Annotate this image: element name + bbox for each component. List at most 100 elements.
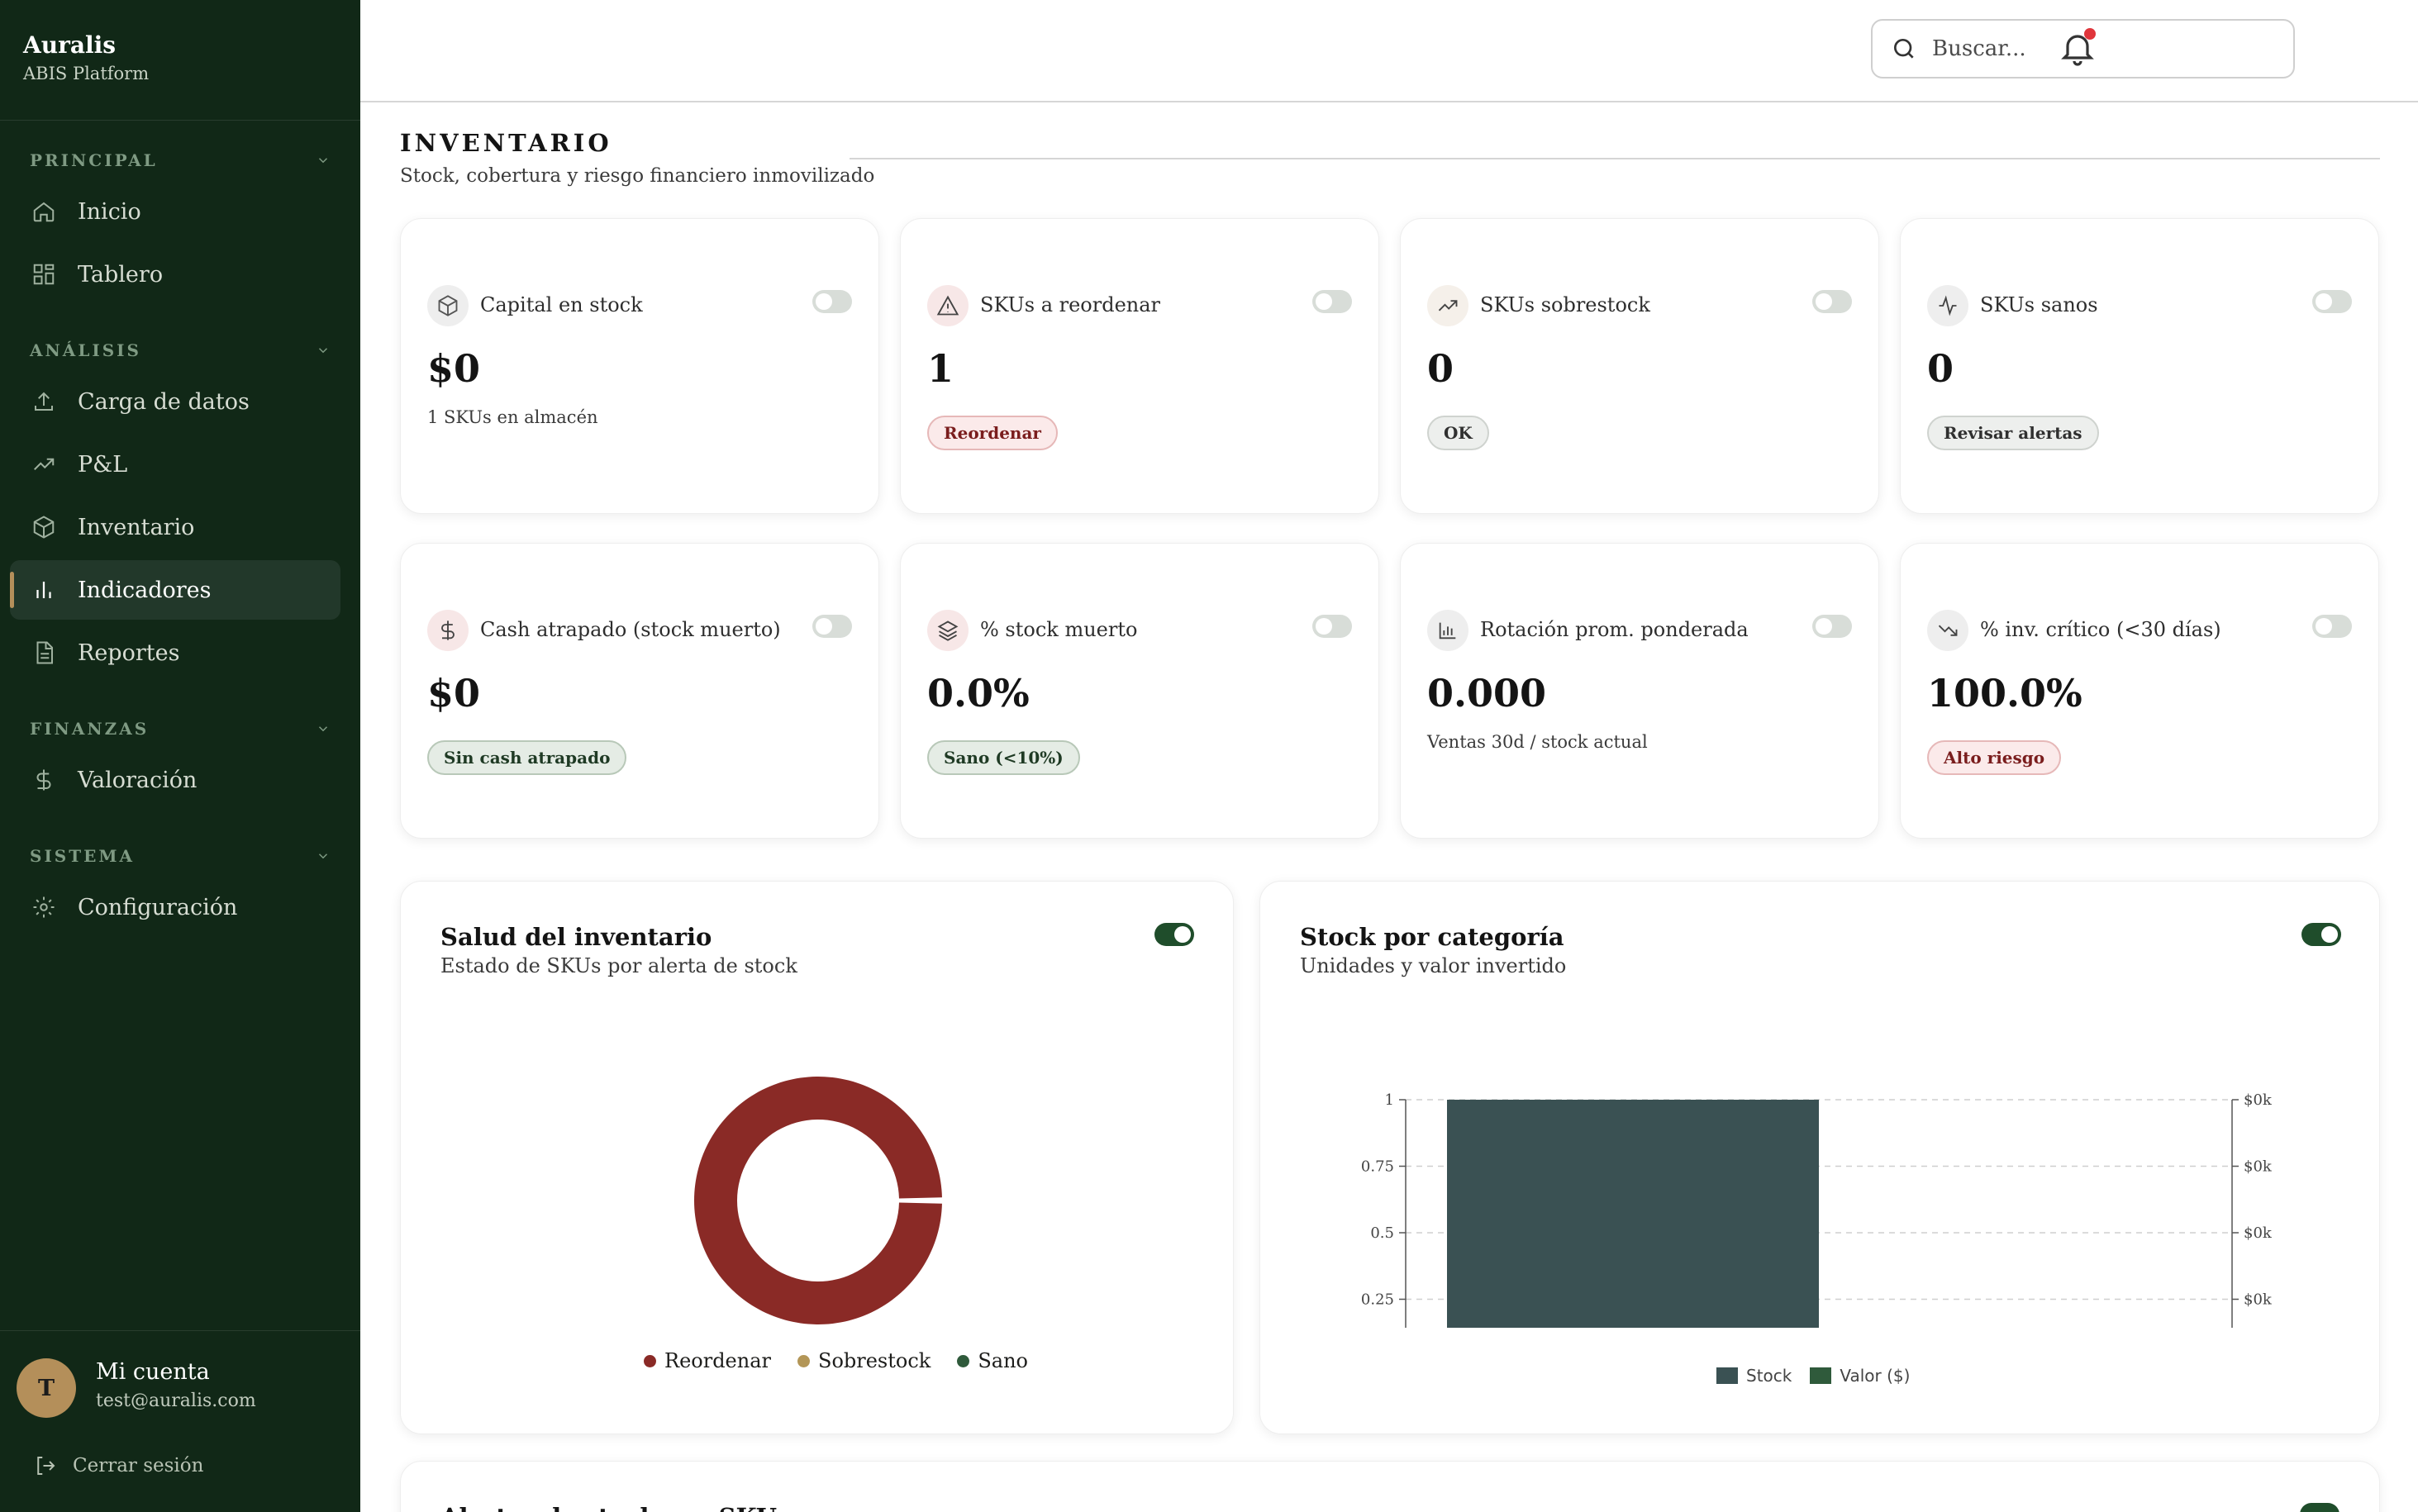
y2-tick-label: $0k — [2244, 1224, 2273, 1242]
sidebar-item-pl[interactable]: P&L — [10, 435, 340, 494]
bar-stock-0[interactable] — [1447, 1100, 1819, 1328]
legend-label: Sobrestock — [818, 1349, 931, 1372]
status-badge: Revisar alertas — [1927, 416, 2099, 450]
panel-toggle[interactable] — [2301, 923, 2341, 946]
chevron-down-icon — [318, 853, 328, 859]
kpi-toggle[interactable] — [1812, 615, 1852, 638]
legend-swatch — [1810, 1367, 1832, 1384]
y-tick-label: 0.25 — [1361, 1291, 1394, 1309]
sidebar-item-indicadores[interactable]: Indicadores — [10, 560, 340, 620]
y-tick-label: 1 — [1385, 1091, 1394, 1109]
activity-icon — [1939, 295, 1957, 316]
kpi-capital-en-stock: Capital en stock $0 1 SKUs en almacén — [400, 218, 879, 514]
kpi-skus-a-reordenar: SKUs a reordenar 1 Reordenar — [900, 218, 1379, 514]
kpi-icon-wrap — [927, 285, 969, 326]
donut-legend: Reordenar Sobrestock Sano — [644, 1349, 1054, 1372]
kpi-toggle[interactable] — [812, 615, 852, 638]
sidebar-item-tablero[interactable]: Tablero — [10, 245, 340, 304]
kpi-icon-wrap — [1927, 285, 1968, 326]
kpi-value: $0 — [427, 346, 481, 391]
kpi-toggle[interactable] — [2312, 615, 2352, 638]
panel-toggle[interactable] — [1154, 923, 1194, 946]
brand-platform: ABIS Platform — [23, 64, 150, 83]
notifications-button[interactable] — [2058, 28, 2097, 68]
page-subtitle: Stock, cobertura y riesgo financiero inm… — [400, 165, 875, 187]
panel-title: Salud del inventario — [440, 923, 712, 951]
status-badge: OK — [1427, 416, 1489, 450]
account-email: test@auralis.com — [96, 1391, 256, 1411]
layers-icon — [937, 620, 959, 641]
search-input[interactable] — [1932, 36, 2263, 61]
kpi-toggle[interactable] — [812, 290, 852, 313]
kpi-icon-wrap — [1427, 610, 1468, 651]
search-box[interactable] — [1871, 19, 2295, 78]
bar-chart: 0$0k0.25$0k0.5$0k0.75$0k1$0kSin categorí… — [1361, 1091, 2273, 1328]
sidebar-item-label: Configuración — [78, 894, 238, 920]
section-sistema[interactable]: SISTEMA — [0, 839, 360, 872]
title-divider — [850, 158, 2380, 159]
kpi-value: 0 — [1927, 346, 1954, 391]
avatar[interactable]: T — [17, 1358, 76, 1418]
donut-slice-reordenar[interactable] — [694, 1077, 942, 1324]
kpi-label: SKUs a reordenar — [980, 293, 1161, 316]
kpi-skus-sobrestock: SKUs sobrestock 0 OK — [1400, 218, 1879, 514]
sidebar-item-reportes[interactable]: Reportes — [10, 623, 340, 682]
kpi-label: % stock muerto — [980, 618, 1138, 641]
status-badge: Sin cash atrapado — [427, 740, 627, 775]
trending-up-icon — [34, 458, 55, 470]
kpi-toggle[interactable] — [2312, 290, 2352, 313]
chevron-down-icon — [318, 348, 328, 354]
logout-button[interactable]: Cerrar sesión — [33, 1453, 203, 1478]
account-name[interactable]: Mi cuenta — [96, 1359, 210, 1385]
kpi-toggle[interactable] — [1312, 290, 1352, 313]
bar-chart-icon — [1439, 622, 1456, 640]
kpi-skus-sanos: SKUs sanos 0 Revisar alertas — [1900, 218, 2379, 514]
kpi-toggle[interactable] — [1812, 290, 1852, 313]
legend-item: Sobrestock — [797, 1349, 931, 1372]
sidebar: Auralis ABIS Platform PRINCIPAL Inicio T… — [0, 0, 360, 1512]
kpi-toggle[interactable] — [1312, 615, 1352, 638]
sidebar-item-inventario[interactable]: Inventario — [10, 497, 340, 557]
bell-icon — [2061, 35, 2094, 66]
section-title: ANÁLISIS — [30, 340, 141, 360]
kpi-label: Cash atrapado (stock muerto) — [480, 618, 781, 641]
bar-chart-plot: 0$0k0.25$0k0.5$0k0.75$0k1$0kSin categorí… — [1361, 1091, 2273, 1328]
sidebar-item-label: Carga de datos — [78, 388, 250, 415]
bar-legend: Stock Valor ($) — [1716, 1366, 1928, 1386]
sidebar-item-label: Indicadores — [78, 577, 212, 603]
kpi-inv-critico: % inv. crítico (<30 días) 100.0% Alto ri… — [1900, 543, 2379, 839]
sidebar-item-label: Tablero — [78, 261, 164, 288]
kpi-label: SKUs sobrestock — [1480, 293, 1650, 316]
panel-toggle[interactable] — [2300, 1503, 2339, 1512]
dollar-icon — [441, 620, 455, 640]
section-analisis[interactable]: ANÁLISIS — [0, 334, 360, 367]
health-panel: Salud del inventario Estado de SKUs por … — [400, 881, 1234, 1434]
kpi-note: Ventas 30d / stock actual — [1427, 732, 1648, 752]
box-icon — [33, 516, 55, 539]
gear-icon — [33, 896, 55, 918]
section-title: PRINCIPAL — [30, 150, 158, 170]
sidebar-item-inicio[interactable]: Inicio — [10, 182, 340, 241]
kpi-value: 1 — [927, 346, 954, 391]
kpi-icon-wrap — [427, 610, 469, 651]
sidebar-item-valoracion[interactable]: Valoración — [10, 750, 340, 810]
sidebar-item-configuracion[interactable]: Configuración — [10, 877, 340, 937]
kpi-cash-atrapado: Cash atrapado (stock muerto) $0 Sin cash… — [400, 543, 879, 839]
kpi-value: $0 — [427, 671, 481, 716]
page-title: INVENTARIO — [400, 129, 612, 157]
kpi-icon-wrap — [1427, 285, 1468, 326]
status-badge: Sano (<10%) — [927, 740, 1080, 775]
sidebar-item-label: P&L — [78, 451, 128, 478]
home-icon — [33, 202, 55, 222]
sidebar-item-carga-de-datos[interactable]: Carga de datos — [10, 372, 340, 431]
grid-icon — [33, 264, 55, 285]
panel-subtitle: Unidades y valor invertido — [1300, 954, 1567, 977]
top-bar — [360, 0, 2418, 102]
section-finanzas[interactable]: FINANZAS — [0, 712, 360, 745]
legend-item: Stock — [1716, 1366, 1792, 1386]
warning-icon — [936, 295, 959, 316]
legend-label: Sano — [978, 1349, 1028, 1372]
y-tick-label: 0.75 — [1361, 1158, 1394, 1176]
section-principal[interactable]: PRINCIPAL — [0, 144, 360, 177]
legend-dot — [957, 1354, 970, 1367]
